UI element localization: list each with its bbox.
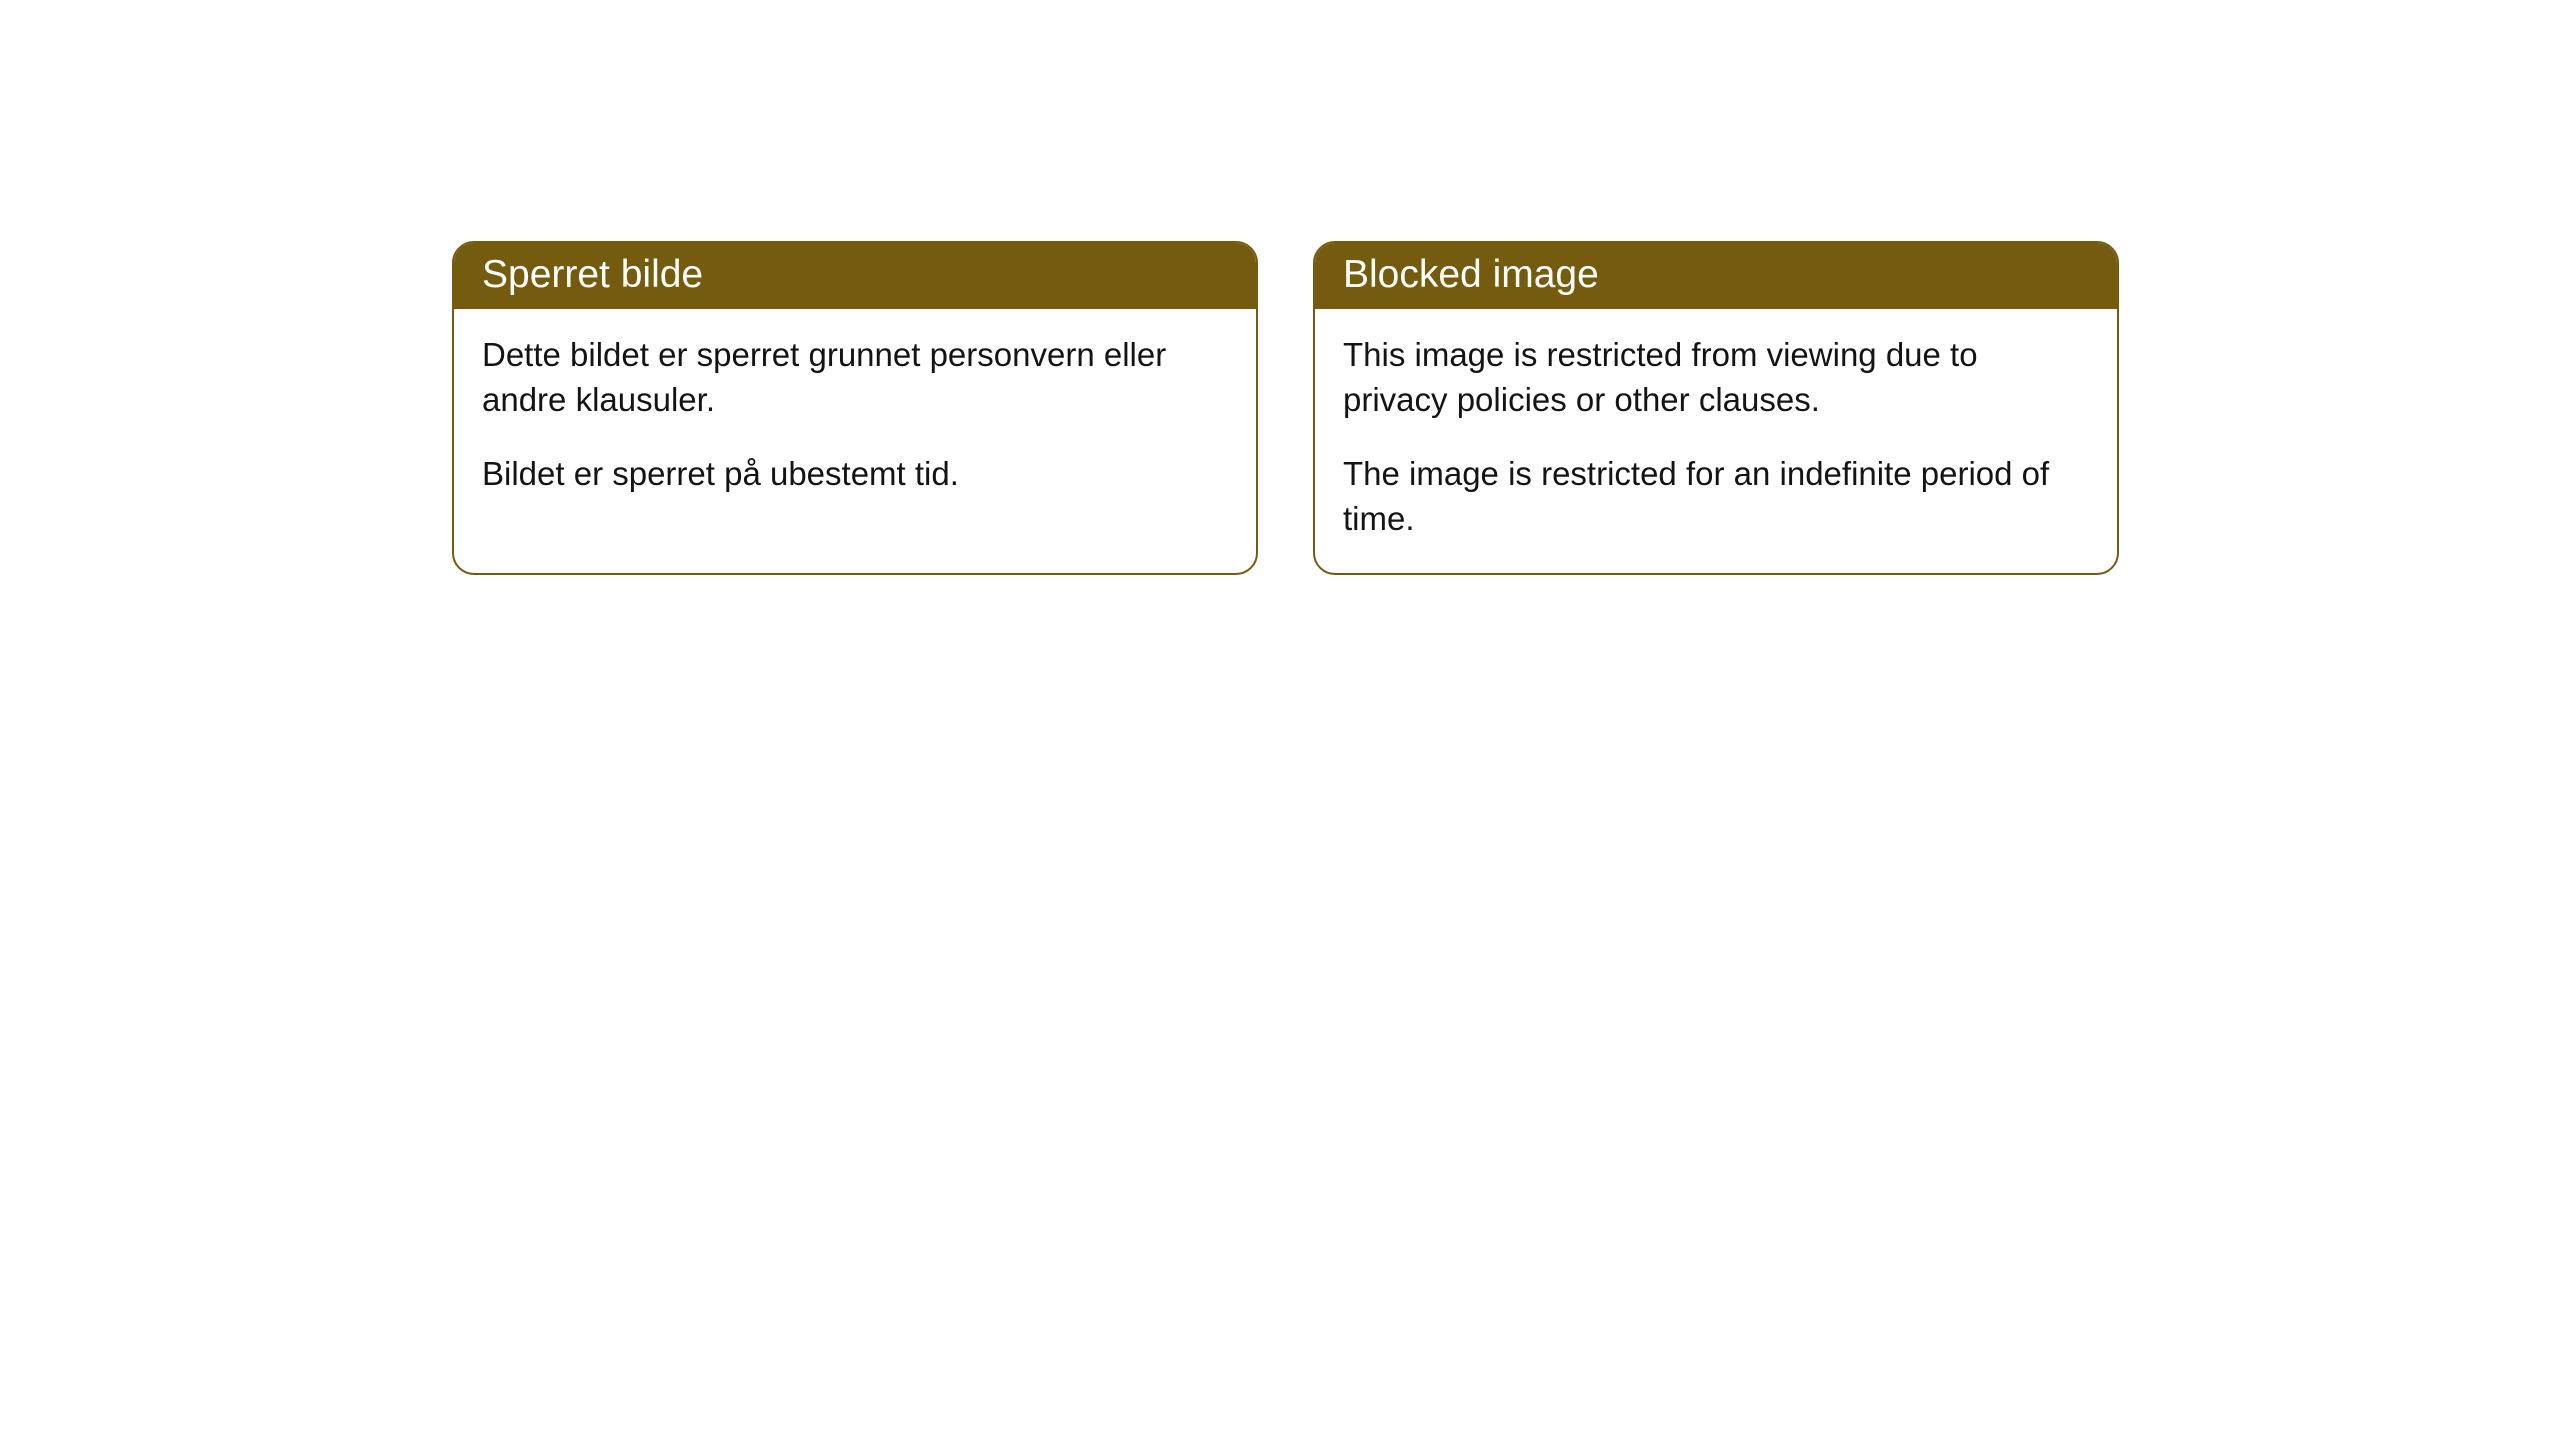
notice-card-norwegian: Sperret bilde Dette bildet er sperret gr… — [452, 241, 1258, 575]
card-body: Dette bildet er sperret grunnet personve… — [454, 309, 1256, 529]
card-header: Blocked image — [1315, 243, 2117, 309]
card-paragraph: Dette bildet er sperret grunnet personve… — [482, 333, 1228, 422]
card-paragraph: Bildet er sperret på ubestemt tid. — [482, 452, 1228, 497]
card-body: This image is restricted from viewing du… — [1315, 309, 2117, 573]
notice-card-english: Blocked image This image is restricted f… — [1313, 241, 2119, 575]
card-header: Sperret bilde — [454, 243, 1256, 309]
card-paragraph: The image is restricted for an indefinit… — [1343, 452, 2089, 541]
notice-cards-container: Sperret bilde Dette bildet er sperret gr… — [452, 241, 2119, 575]
card-paragraph: This image is restricted from viewing du… — [1343, 333, 2089, 422]
